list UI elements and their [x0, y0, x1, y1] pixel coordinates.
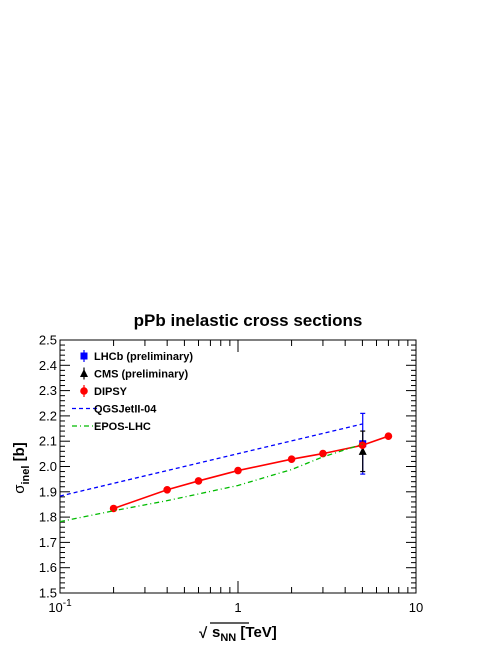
series-4: [59, 443, 363, 523]
data-point: [358, 446, 367, 455]
legend-marker: [80, 369, 88, 377]
legend-label: DIPSY: [94, 386, 128, 398]
y-tick-label: 2.1: [39, 434, 57, 449]
data-point: [163, 485, 171, 494]
y-tick-label: 2.0: [39, 459, 57, 474]
legend-item: LHCb (preliminary): [80, 350, 193, 363]
data-point: [287, 455, 296, 463]
y-tick-label: 2.5: [39, 333, 57, 348]
chart-title: pPb inelastic cross sections: [134, 311, 363, 330]
y-axis-label-sub: inel: [20, 466, 32, 485]
y-tick-label: 1.6: [39, 560, 57, 575]
y-tick-label: 2.3: [39, 383, 57, 398]
y-tick-label: 1.8: [39, 510, 57, 525]
series-1: [358, 430, 367, 473]
series-line: [59, 443, 363, 523]
y-axis: 1.5 1.6 1.7 1.8 1.9 2.0 2.1 2.2 2.3 2.4 2.5: [39, 333, 416, 601]
y-tick-label: 1.5: [39, 586, 57, 601]
data-point: [194, 477, 203, 485]
y-tick-label: 2.2: [39, 408, 57, 423]
series-2: [109, 432, 393, 513]
x-axis: 10-1 1 10: [48, 340, 423, 615]
legend-label: EPOS-LHC: [94, 421, 151, 433]
x-axis-label-radical: √: [199, 625, 208, 642]
x-axis-label: √ sNN [TeV]: [199, 622, 277, 644]
legend-item: DIPSY: [80, 385, 128, 398]
y-axis-label: σinel [b]: [11, 442, 32, 494]
legend-label: QGSJetII-04: [94, 404, 157, 416]
legend-item: EPOS-LHC: [72, 421, 151, 433]
svg-text:sNN [TeV]: sNN [TeV]: [212, 624, 277, 644]
legend: LHCb (preliminary) CMS (preliminary) DIPSY…: [72, 350, 193, 433]
data-point: [384, 432, 393, 440]
data-point: [234, 466, 242, 475]
series-3: [59, 423, 363, 497]
data-point: [319, 449, 327, 458]
legend-label: LHCb (preliminary): [94, 351, 193, 363]
data-point: [358, 441, 367, 450]
series-line: [59, 423, 363, 497]
y-tick-label: 1.9: [39, 484, 57, 499]
x-axis-label-unit: [TeV]: [240, 624, 276, 641]
x-tick-label: 10: [409, 600, 423, 615]
legend-label: CMS (preliminary): [94, 369, 188, 381]
y-tick-label: 1.7: [39, 535, 57, 550]
x-tick-label: 10-1: [48, 598, 72, 615]
legend-marker: [80, 387, 88, 395]
y-tick-label: 2.4: [39, 358, 57, 373]
x-axis-label-sub: NN: [220, 632, 236, 644]
legend-marker: [80, 352, 88, 360]
y-axis-label-unit: [b]: [11, 442, 28, 461]
y-axis-label-main: σ: [11, 484, 28, 494]
legend-item: QGSJetII-04: [72, 404, 157, 416]
legend-item: CMS (preliminary): [80, 367, 188, 381]
series-line: [113, 435, 389, 510]
x-axis-label-main: s: [212, 624, 220, 641]
x-tick-label: 1: [234, 600, 241, 615]
series-layer: [59, 412, 393, 523]
